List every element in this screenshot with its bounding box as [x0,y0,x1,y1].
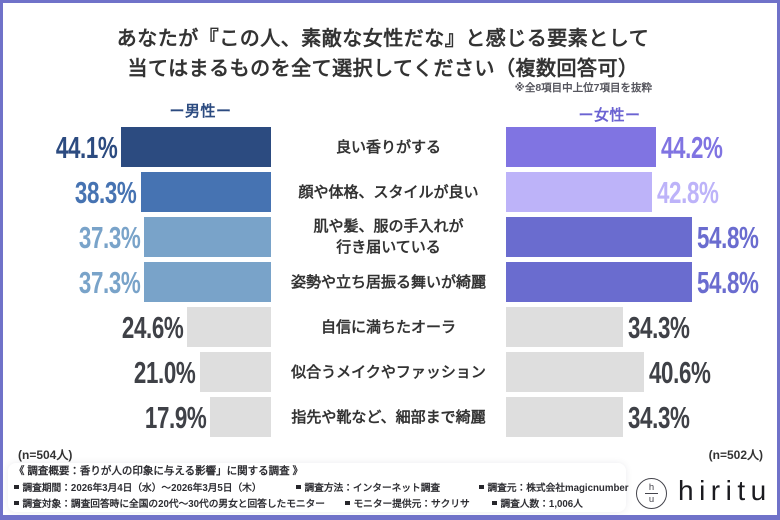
square-bullet-icon [14,484,19,489]
male-value-label: 37.3% [78,220,141,255]
square-bullet-icon [296,484,301,489]
hiritu-logo-icon-fraction-line [645,493,658,494]
female-bar [506,262,693,302]
female-bar [506,307,623,347]
category-label: 指先や靴など、細部まで綺麗 [291,408,486,426]
survey-detail-text: 調査人数：1,006人 [500,498,583,510]
chart-title-line-2: 当てはまるものを全て選択してください（複数回答可） [127,58,639,80]
hiritu-logo-icon: h u [636,478,667,509]
female-bar [506,172,652,212]
survey-detail-text: 調査元：株式会社magicnumber [487,482,629,494]
series-header-male: ー男性ー [169,103,232,120]
female-value-label: 44.2% [661,130,723,165]
survey-detail-text: モニター提供元：サクリサ [353,498,470,510]
sample-size-male: (n=504人) [18,448,73,462]
chart-title: あなたが『この人、素敵な女性だな』と感じる要素として 当てはまるものを全て選択し… [0,24,773,84]
male-value-label: 38.3% [75,175,137,210]
category-label: 良い香りがする [335,138,441,156]
square-bullet-icon [479,484,484,489]
hiritu-logo: h u hiritu [636,475,776,511]
male-bar [121,127,271,167]
category-label: 似合うメイクやファッション [291,363,486,381]
male-value-label: 21.0% [134,355,196,390]
square-bullet-icon [345,500,350,505]
male-bar [210,397,271,437]
category-label: 自信に満ちたオーラ [320,318,456,336]
female-bar [506,397,623,437]
survey-detail-text: 調査期間：2026年3月4日（水）〜2026年3月5日（木） [22,482,262,494]
female-value-label: 34.3% [627,310,690,345]
survey-detail-text: 調査対象：調査回答時に全国の20代〜30代の男女と回答したモニター [22,498,326,510]
survey-summary-title: 《 調査概要：香りが人の印象に与える影響」に関する調査 》 [14,465,304,477]
sample-size-female: (n=502人) [708,448,763,462]
male-bar [187,307,271,347]
hiritu-logo-text: hiritu [678,475,772,506]
female-value-label: 54.8% [697,220,759,255]
female-value-label: 40.6% [649,355,711,390]
category-label: 顔や体格、スタイルが良い [298,183,479,201]
male-value-label: 24.6% [121,310,184,345]
survey-detail-item: 調査期間：2026年3月4日（水）〜2026年3月5日（木） [14,482,262,495]
series-header-female: ー女性ー [578,107,641,124]
female-bar [506,352,645,392]
female-bar [506,217,693,257]
survey-detail-item: 調査対象：調査回答時に全国の20代〜30代の男女と回答したモニター [14,498,325,511]
survey-detail-item: 調査方法：インターネット調査 [296,482,440,495]
square-bullet-icon [14,500,19,505]
male-bar [144,217,271,257]
square-bullet-icon [492,500,497,505]
hiritu-logo-icon-h: h [648,481,655,493]
chart-note: ※全8項目中上位7項目を抜粋 [514,82,652,94]
male-bar [140,172,271,212]
male-bar [199,352,271,392]
male-bar [144,262,271,302]
survey-detail-item: 調査元：株式会社magicnumber [479,482,629,495]
chart-title-line-1: あなたが『この人、素敵な女性だな』と感じる要素として [116,28,650,50]
female-value-label: 34.3% [627,400,690,435]
survey-summary-card: 《 調査概要：香りが人の印象に与える影響」に関する調査 》 調査期間：2026年… [8,463,629,512]
female-bar [506,127,657,167]
female-value-label: 54.8% [697,265,759,300]
male-value-label: 44.1% [55,130,118,165]
male-value-label: 37.3% [78,265,141,300]
female-value-label: 42.8% [656,175,719,210]
male-value-label: 17.9% [144,400,207,435]
survey-detail-item: 調査人数：1,006人 [492,498,583,511]
hiritu-logo-icon-u: u [648,493,655,505]
survey-detail-text: 調査方法：インターネット調査 [304,482,441,494]
survey-detail-item: モニター提供元：サクリサ [345,498,470,511]
category-label: 姿勢や立ち居振る舞いが綺麗 [290,273,486,291]
category-label: 肌や髪、服の手入れが 行き届いている [313,218,464,256]
